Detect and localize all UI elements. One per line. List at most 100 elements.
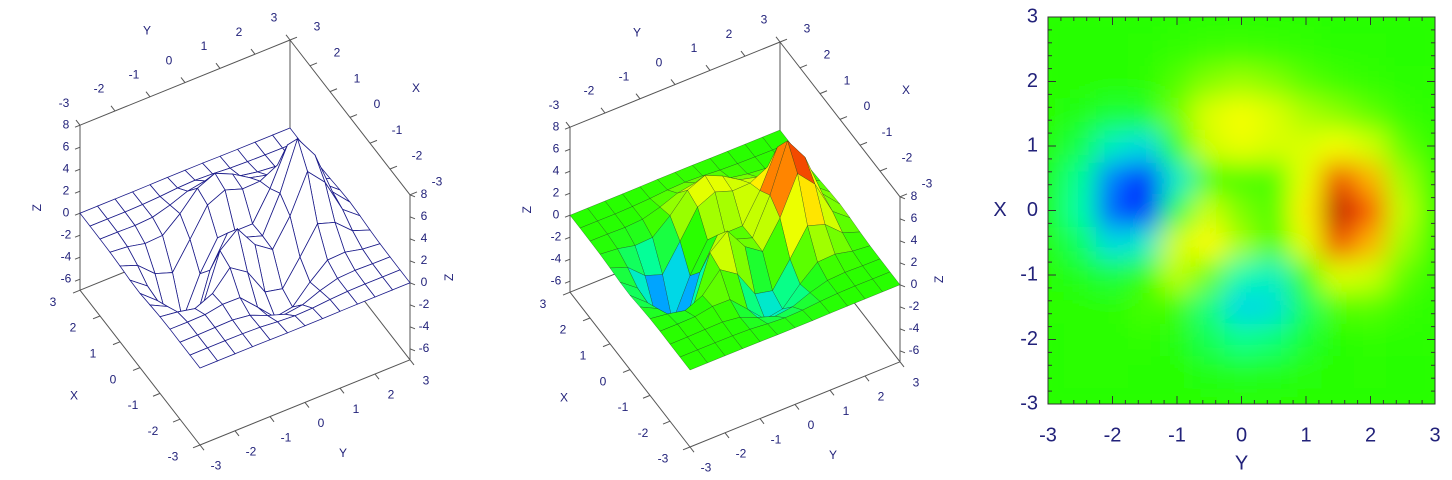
z-tick-label: 0 xyxy=(63,205,70,219)
contour-cell xyxy=(1063,64,1097,99)
x-tick xyxy=(152,392,161,397)
z-tick-label: -6 xyxy=(61,271,72,285)
z-tick xyxy=(899,350,906,354)
contour-cell xyxy=(1321,129,1355,163)
x-axis-label: Y xyxy=(1235,452,1248,474)
contour-cell xyxy=(1321,97,1355,131)
z-axis-label: Z xyxy=(932,276,946,283)
y-tick-label: 2 xyxy=(726,27,733,41)
z-tick-label: -4 xyxy=(61,249,72,263)
surface xyxy=(569,129,901,371)
x-axis-label: X xyxy=(412,81,420,95)
contour-cell xyxy=(1095,129,1130,163)
contour-cell xyxy=(1128,387,1162,404)
z-tick xyxy=(74,234,81,238)
contour-cell xyxy=(1063,129,1097,163)
y-tick-label: -1 xyxy=(281,430,292,444)
x-tick xyxy=(839,116,848,120)
contour-cell xyxy=(1289,64,1323,99)
contour-cell xyxy=(1160,290,1194,324)
contour-cell xyxy=(1095,387,1130,404)
x-axis-label: X xyxy=(70,388,78,402)
contour-cell xyxy=(1128,17,1162,34)
contour-cell xyxy=(1289,17,1323,34)
z-tick xyxy=(409,260,416,264)
contour-cell xyxy=(1257,97,1291,131)
y-tick xyxy=(234,430,240,437)
x-tick xyxy=(899,193,908,198)
contour-cell xyxy=(1192,97,1226,131)
x-tick-label: 2 xyxy=(334,45,341,59)
x-axis-label: X xyxy=(560,390,568,404)
y-tick xyxy=(374,373,380,380)
y-tick-label: -2 xyxy=(94,82,105,96)
x-tick-label: -1 xyxy=(618,400,629,414)
contour-cell xyxy=(1192,322,1226,357)
z-tick-label: -2 xyxy=(61,227,72,241)
z-tick xyxy=(899,218,906,222)
x-tick-label: 3 xyxy=(1429,424,1440,446)
contour-cell xyxy=(1192,32,1226,66)
z-tick-label: -2 xyxy=(551,229,562,243)
contour-cell xyxy=(1386,355,1420,389)
contour-field xyxy=(1048,17,1435,404)
y-tick-label: 1 xyxy=(201,39,208,53)
y-tick xyxy=(269,416,275,423)
z-tick xyxy=(564,148,571,152)
contour-cell xyxy=(1257,129,1291,163)
x-tick xyxy=(799,64,808,69)
y-tick xyxy=(759,418,765,425)
z-tick-label: 4 xyxy=(421,231,428,245)
x-tick-label: 1 xyxy=(354,71,361,85)
contour-cell xyxy=(1257,258,1291,292)
z-tick-label: 8 xyxy=(553,119,560,133)
z-tick-label: -4 xyxy=(551,251,562,265)
contour-cell xyxy=(1321,17,1355,34)
z-tick-label: -2 xyxy=(909,299,920,313)
z-tick xyxy=(409,194,416,198)
contour-cell xyxy=(1048,226,1065,260)
x-tick xyxy=(779,38,788,43)
contour-cell xyxy=(1353,129,1388,163)
contour-cell xyxy=(1386,97,1420,131)
contour-cell xyxy=(1095,258,1130,292)
y-tick xyxy=(899,361,905,368)
contour-cell xyxy=(1353,97,1388,131)
x-tick xyxy=(602,343,611,348)
contour-cell xyxy=(1353,17,1388,34)
z-tick xyxy=(74,190,81,194)
y-tick-label: -2 xyxy=(736,446,747,460)
contour-cell xyxy=(1289,161,1323,195)
contour-cell xyxy=(1048,161,1065,195)
z-tick xyxy=(409,326,416,330)
x-tick-label: 3 xyxy=(540,297,547,311)
y-tick xyxy=(635,93,641,100)
y-tick-label: -3 xyxy=(211,459,222,473)
y-tick xyxy=(600,107,606,114)
x-tick xyxy=(562,291,571,296)
z-tick-label: 6 xyxy=(63,139,70,153)
x-tick xyxy=(132,367,141,371)
y-tick-label: -1 xyxy=(771,432,782,446)
contour-cell xyxy=(1160,355,1194,389)
x-tick-label: 0 xyxy=(1236,424,1247,446)
x-tick-label: -3 xyxy=(922,176,933,190)
contour-cell xyxy=(1353,355,1388,389)
y-tick xyxy=(215,62,221,69)
contour-cell xyxy=(1128,32,1162,66)
z-tick xyxy=(409,348,416,352)
z-tick-label: 4 xyxy=(63,161,70,175)
contour-cell xyxy=(1257,355,1291,389)
x-tick xyxy=(622,369,631,373)
x-tick xyxy=(389,165,398,170)
contour-cell xyxy=(1095,355,1130,389)
contour-cell xyxy=(1418,97,1435,131)
contour-cell xyxy=(1386,290,1420,324)
contour-cell xyxy=(1160,258,1194,292)
z-tick-label: -2 xyxy=(419,297,430,311)
contour-cell xyxy=(1192,258,1226,292)
y-tick-label: -1 xyxy=(129,67,140,81)
z-tick xyxy=(564,280,571,284)
x-tick xyxy=(349,114,358,118)
x-tick-label: 1 xyxy=(90,346,97,360)
